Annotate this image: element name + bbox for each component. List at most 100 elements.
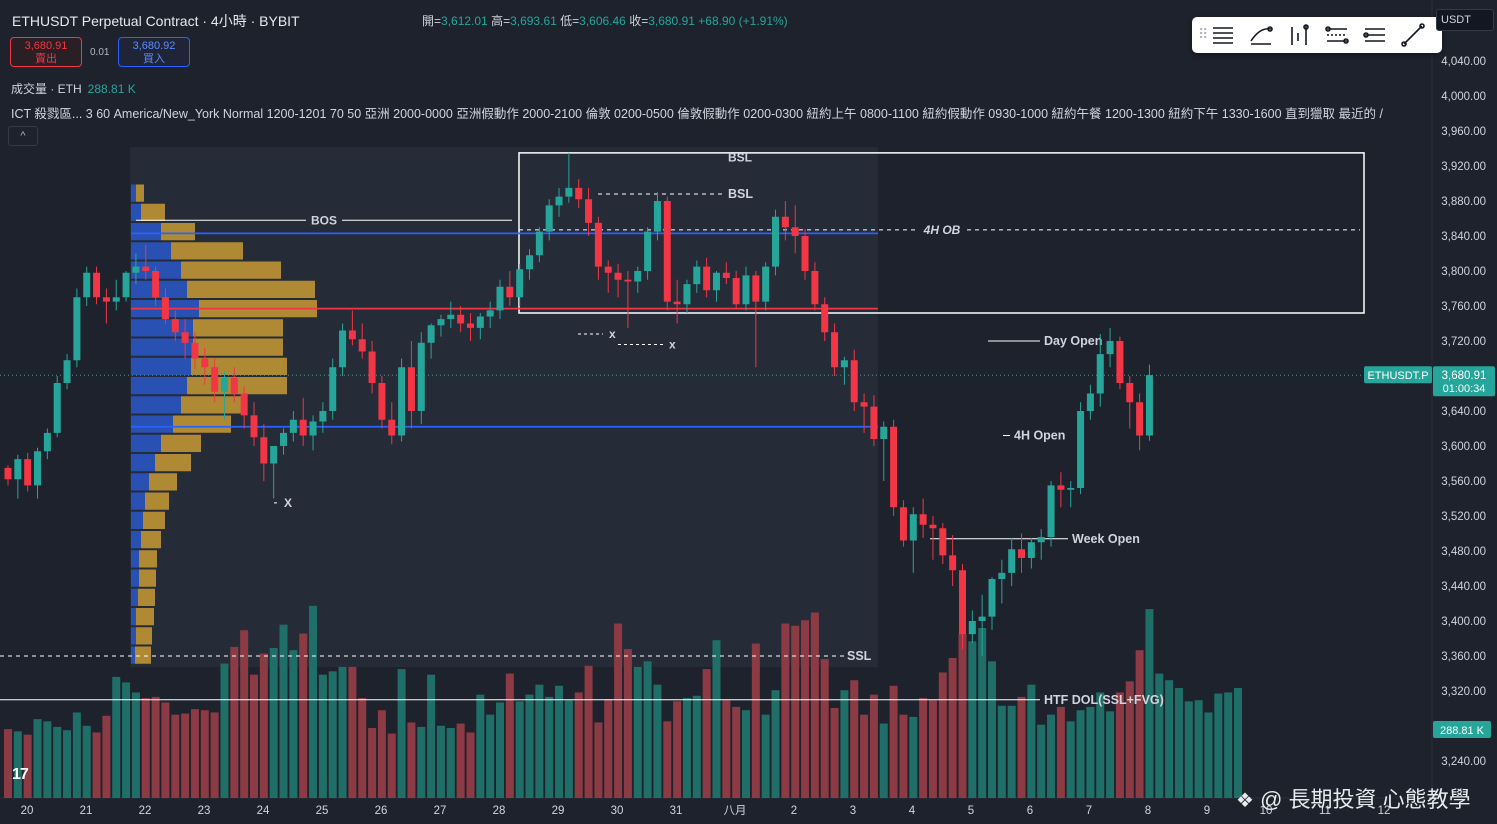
- candle-body: [860, 402, 868, 407]
- volume-bar: [338, 666, 347, 798]
- volume-bar: [525, 694, 534, 798]
- ict-killzone-legend[interactable]: ICT 殺戮區... 3 60 America/New_York Normal …: [11, 107, 1383, 121]
- tradingview-logo[interactable]: 17: [12, 766, 29, 783]
- candle-body: [122, 272, 130, 298]
- candle-body: [919, 514, 927, 525]
- sweep-markers: x x X: [274, 327, 676, 510]
- volume-bar: [250, 674, 258, 798]
- volume-bar: [928, 700, 937, 798]
- volume-profile-bar-buy: [131, 492, 145, 510]
- volume-bar: [1076, 710, 1085, 798]
- volume-bar: [1135, 650, 1144, 798]
- candle-body: [604, 266, 612, 273]
- volume-bar: [358, 698, 367, 798]
- ohlc-value: 3,680.91: [648, 14, 695, 28]
- volume-legend[interactable]: 成交量 · ETH 288.81 K: [11, 80, 136, 97]
- volume-bar: [860, 714, 869, 798]
- price-tick-label: 3,520.00: [1441, 511, 1486, 523]
- price-tick-label: 3,400.00: [1441, 616, 1486, 628]
- volume-profile-bar-sell: [173, 415, 231, 433]
- candle-body: [417, 342, 425, 411]
- candle-body: [968, 621, 976, 635]
- curve-lines-icon[interactable]: [1248, 23, 1274, 47]
- ohlc-key: 高=: [487, 14, 511, 28]
- candle-body: [545, 205, 553, 232]
- price-tick-label: 3,920.00: [1441, 161, 1486, 173]
- volume-bar: [594, 722, 603, 798]
- price-tick-label: 4,000.00: [1441, 91, 1486, 103]
- volume-profile-bar-sell: [155, 454, 191, 472]
- candle-body: [870, 406, 878, 439]
- level-label: BSL: [728, 187, 753, 201]
- volume-profile-bar-sell: [141, 203, 165, 221]
- candle-body: [1086, 393, 1094, 411]
- trend-line-icon[interactable]: [1400, 23, 1426, 47]
- candle-body: [791, 227, 799, 236]
- volume-bar: [141, 698, 150, 798]
- candle-body: [909, 514, 917, 541]
- drag-handle-icon[interactable]: ⠿: [1198, 26, 1209, 42]
- time-tick-label: 4: [909, 805, 916, 817]
- volume-bar: [466, 732, 475, 798]
- volume-bar: [328, 671, 337, 798]
- ob-label-bg: [918, 221, 966, 238]
- candle-body: [850, 360, 858, 403]
- candle-body: [880, 426, 888, 439]
- volume-bar: [171, 714, 180, 798]
- candle-body: [703, 266, 711, 291]
- pitchfork-icon[interactable]: [1286, 23, 1312, 47]
- volume-bar: [564, 700, 573, 798]
- volume-bar: [240, 630, 249, 798]
- time-tick-label: 7: [1086, 805, 1092, 817]
- candle-body: [466, 323, 474, 328]
- volume-bar: [318, 674, 327, 798]
- horizontal-lines-icon[interactable]: [1210, 23, 1236, 47]
- buy-button[interactable]: 3,680.92 買入: [118, 37, 190, 67]
- volume-profile-bar-sell: [143, 511, 165, 529]
- sell-button[interactable]: 3,680.91 賣出: [10, 37, 82, 67]
- time-tick-label: 3: [850, 805, 856, 817]
- volume-profile-bar-buy: [131, 588, 138, 606]
- volume-bar: [879, 723, 888, 798]
- volume-profile-bar-sell: [187, 280, 315, 298]
- candle-body: [63, 360, 71, 383]
- spread-value: 0.01: [90, 47, 110, 58]
- candle-body: [457, 314, 465, 324]
- time-tick-label: 31: [670, 805, 683, 817]
- candle-body: [1008, 549, 1016, 573]
- volume-bar: [1096, 692, 1105, 798]
- candle-body: [142, 266, 150, 271]
- candle-body: [1136, 402, 1144, 436]
- time-tick-label: 22: [139, 805, 152, 817]
- volume-bar: [722, 700, 731, 798]
- time-tick-label: 12: [1378, 805, 1391, 817]
- candle-body: [378, 383, 386, 420]
- time-tick-label: 20: [21, 805, 34, 817]
- candle-body: [447, 314, 455, 320]
- price-tick-label: 3,360.00: [1441, 651, 1486, 663]
- candle-body: [407, 367, 415, 411]
- time-tick-label: 6: [1027, 805, 1033, 817]
- volume-bar: [1184, 701, 1193, 798]
- volume-profile-bar-buy: [131, 357, 191, 375]
- candle-body: [437, 319, 445, 326]
- dotted-lines-icon[interactable]: [1324, 23, 1350, 47]
- candle-body: [250, 415, 258, 438]
- collapse-legend-button[interactable]: ^: [8, 126, 38, 146]
- candle-body: [368, 351, 376, 383]
- last-price-tag: [1433, 366, 1495, 397]
- candle-body: [555, 196, 563, 206]
- candle-body: [112, 297, 120, 302]
- currency-button[interactable]: USDT: [1436, 9, 1494, 31]
- parallel-channel-icon[interactable]: [1362, 23, 1388, 47]
- volume-bar: [801, 620, 810, 798]
- price-tick-label: 3,640.00: [1441, 406, 1486, 418]
- candle-body: [73, 297, 81, 361]
- volume-bar: [436, 725, 445, 798]
- volume-bar: [623, 649, 632, 798]
- volume-bar: [702, 669, 711, 798]
- time-tick-label: 30: [611, 805, 624, 817]
- volume-bar: [200, 710, 209, 798]
